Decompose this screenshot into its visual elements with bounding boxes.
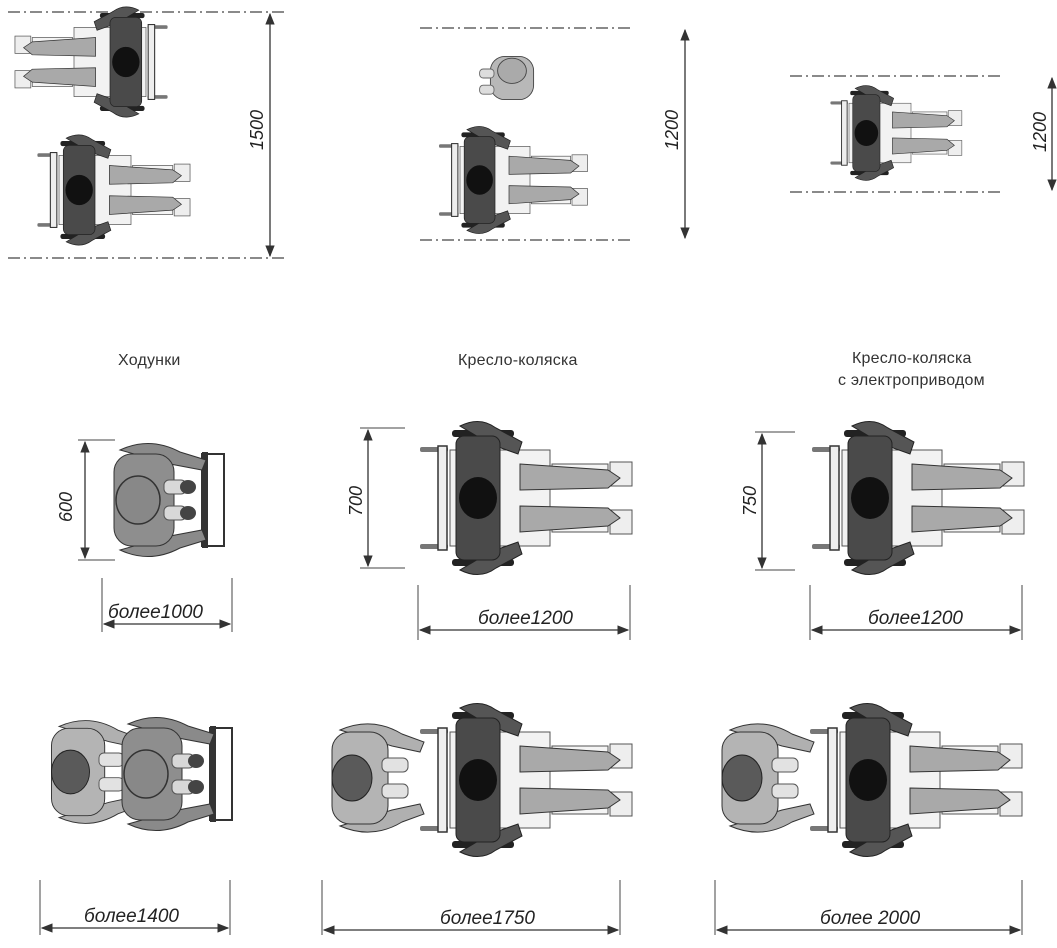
middle-panel-powered-wheelchair: 750 более1200	[740, 420, 1025, 640]
dimension-1200: 1200	[1030, 112, 1050, 152]
dimension-1500: 1500	[247, 110, 267, 150]
top-panel-chair-and-pedestrian: 1200	[420, 27, 690, 241]
caption-powered-wheelchair-line2: с электроприводом	[838, 372, 985, 389]
dimension-label: более1400	[84, 906, 179, 927]
bottom-panel-walker-with-helper: более1400	[39, 716, 233, 935]
powered-wheelchair-figure	[809, 702, 1023, 858]
top-panel-two-wheelchairs: 1500	[8, 6, 285, 259]
dimension-1200: 1200	[662, 110, 682, 150]
caption-powered-wheelchair-line1: Кресло-коляска	[852, 350, 972, 367]
helper-figure	[331, 723, 425, 833]
walker-figure	[113, 442, 225, 558]
middle-panel-wheelchair: 700 более1200	[346, 420, 633, 640]
wheelchair-figure	[14, 6, 169, 118]
dimension-750: 750	[740, 486, 760, 516]
dimension-label: более1000	[108, 602, 203, 623]
wheelchair-figure	[438, 125, 588, 235]
middle-panel-walker: 600 более1000	[56, 439, 233, 632]
wheelchair-figure	[419, 702, 633, 858]
wheelchair-figure	[36, 134, 191, 246]
dimension-600: 600	[56, 492, 76, 522]
wheelchair-figure	[419, 420, 633, 576]
walker-figure	[121, 716, 233, 832]
pedestrian-figure	[479, 55, 535, 101]
wheelchair-figure	[829, 85, 963, 181]
caption-wheelchair: Кресло-коляска	[458, 352, 578, 369]
bottom-panel-wheelchair-with-helper: более1750	[321, 702, 633, 935]
dimension-label: более1200	[868, 608, 963, 629]
dimension-label: более1750	[440, 908, 535, 929]
dimension-700: 700	[346, 486, 366, 516]
top-panel-single-wheelchair: 1200	[790, 75, 1057, 193]
caption-walker: Ходунки	[118, 352, 181, 369]
dimension-label: более 2000	[820, 908, 921, 929]
dimension-label: более1200	[478, 608, 573, 629]
powered-wheelchair-figure	[811, 420, 1025, 576]
bottom-panel-powered-with-helper: более 2000	[714, 702, 1023, 935]
helper-figure	[721, 723, 815, 833]
